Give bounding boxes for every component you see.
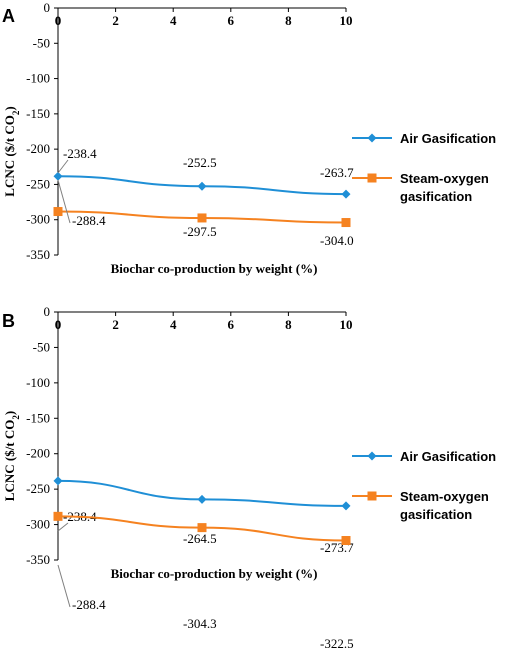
- data-label-steam: -297.5: [183, 224, 217, 239]
- y-tick-label: -100: [26, 375, 50, 390]
- x-tick-label: 10: [340, 317, 353, 332]
- y-tick-label: -300: [26, 517, 50, 532]
- y-tick-label: -50: [33, 35, 50, 50]
- data-point-steam: [341, 536, 351, 546]
- y-axis-title: LCNC ($/t CO2): [2, 411, 21, 501]
- legend-marker-air: [367, 451, 377, 461]
- x-tick-label: 8: [285, 13, 292, 28]
- chart-panel-b: B 0 -50 -100 -150 -200 -250 -300 -350 0 2 4 6 8 10 Bioc…: [2, 304, 496, 651]
- data-label-steam: -304.3: [183, 616, 217, 631]
- label-leader-line: [57, 179, 71, 224]
- y-tick-label: -150: [26, 106, 50, 121]
- x-tick-label: 8: [285, 317, 292, 332]
- legend-label-steam: Steam-oxygen: [400, 171, 489, 186]
- data-label-steam: -288.4: [72, 213, 106, 228]
- legend-label-air: Air Gasification: [400, 449, 496, 464]
- y-axis-title-end: ): [2, 411, 17, 415]
- data-label-air: -252.5: [183, 155, 217, 170]
- x-tick-label: 6: [228, 13, 235, 28]
- legend-label-steam: gasification: [400, 507, 472, 522]
- label-leader-line: [57, 564, 71, 608]
- y-tick-label: -200: [26, 141, 50, 156]
- x-tick-label: 4: [170, 317, 177, 332]
- data-label-air: -238.4: [63, 146, 97, 161]
- x-axis-title: Biochar co-production by weight (%): [111, 566, 318, 581]
- data-point-air: [53, 476, 63, 486]
- y-tick-label: 0: [44, 304, 51, 319]
- x-tick-label: 2: [112, 13, 119, 28]
- x-tick-label: 6: [228, 317, 235, 332]
- label-leader-line: [57, 159, 69, 174]
- y-axis-title-main: LCNC ($/t CO: [2, 420, 17, 502]
- data-point-steam: [53, 207, 63, 217]
- legend-label-steam: Steam-oxygen: [400, 489, 489, 504]
- data-point-air: [341, 501, 351, 511]
- y-tick-label: -350: [26, 247, 50, 262]
- data-label-steam: -304.0: [320, 233, 354, 248]
- chart-panel-a: A 0 -50 -100 -150 -200 -250 -300 -350 0 2 4 6 8 10 Bioc…: [2, 0, 496, 276]
- legend-marker-steam: [367, 173, 377, 183]
- y-axis-title-main: LCNC ($/t CO: [2, 115, 17, 197]
- panel-label: B: [2, 311, 15, 331]
- legend-label-steam: gasification: [400, 189, 472, 204]
- y-axis-title-end: ): [2, 106, 17, 110]
- data-label-air: -264.5: [183, 531, 217, 546]
- y-tick-label: -100: [26, 71, 50, 86]
- y-tick-label: -150: [26, 410, 50, 425]
- y-tick-label: -200: [26, 446, 50, 461]
- x-tick-label: 0: [55, 13, 62, 28]
- y-axis-title: LCNC ($/t CO2): [2, 106, 21, 196]
- label-leader-line: [57, 522, 69, 532]
- data-label-steam: -322.5: [320, 636, 354, 651]
- x-tick-label: 2: [112, 317, 119, 332]
- legend-marker-air: [367, 133, 377, 143]
- y-axis-title-sub: 2: [11, 110, 21, 115]
- y-axis-title-sub: 2: [11, 415, 21, 420]
- y-tick-label: -250: [26, 176, 50, 191]
- y-tick-label: -50: [33, 339, 50, 354]
- legend-label-air: Air Gasification: [400, 131, 496, 146]
- data-point-air: [53, 171, 63, 181]
- data-point-steam: [197, 213, 207, 223]
- x-tick-label: 0: [55, 317, 62, 332]
- data-point-air: [341, 189, 351, 199]
- x-tick-label: 10: [340, 13, 353, 28]
- y-tick-label: 0: [44, 0, 51, 15]
- y-tick-label: -250: [26, 481, 50, 496]
- legend-marker-steam: [367, 491, 377, 501]
- panel-label: A: [2, 6, 15, 26]
- data-point-air: [197, 181, 207, 191]
- data-point-steam: [53, 511, 63, 521]
- data-point-steam: [197, 523, 207, 533]
- x-axis-title: Biochar co-production by weight (%): [111, 261, 318, 276]
- data-label-air: -263.7: [320, 165, 354, 180]
- y-tick-label: -300: [26, 212, 50, 227]
- y-tick-label: -350: [26, 552, 50, 567]
- data-label-steam: -288.4: [72, 597, 106, 612]
- data-point-air: [197, 494, 207, 504]
- x-tick-label: 4: [170, 13, 177, 28]
- data-point-steam: [341, 218, 351, 228]
